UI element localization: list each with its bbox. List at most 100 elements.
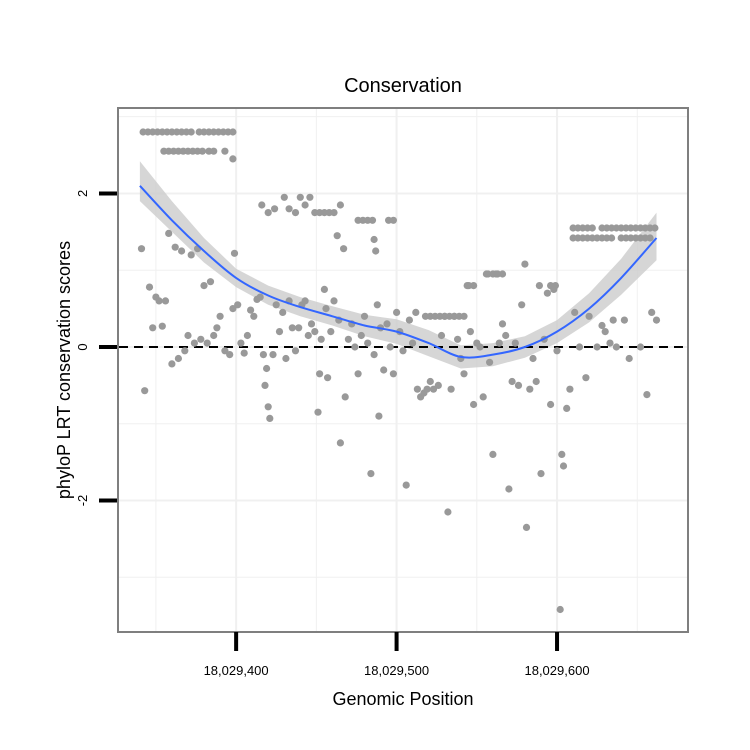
data-point [489,450,497,458]
data-point [625,354,633,363]
data-point [174,354,182,363]
data-point [285,205,293,213]
data-point [307,320,316,328]
data-point [532,377,540,386]
panel-border [117,107,689,633]
confidence-band [139,161,657,369]
data-point [370,351,378,359]
data-point [165,229,173,237]
data-point [221,147,229,155]
data-point [470,400,478,409]
data-point [582,374,590,382]
data-point [320,285,328,293]
data-point [291,209,300,217]
data-point [264,403,272,411]
data-point [447,385,455,393]
data-point [279,308,287,316]
data-point [466,328,474,336]
data-point [295,324,303,332]
data-point [243,331,251,340]
data-point [643,391,651,399]
data-point [426,377,434,386]
data-point [210,331,218,340]
data-point [588,224,596,232]
data-point [266,414,274,422]
data-point [336,439,344,447]
data-point [522,523,531,532]
data-point [301,201,309,209]
data-point [158,322,166,330]
loess-fit-line [139,185,658,359]
data-point [221,347,229,355]
data-point [375,412,383,420]
data-point [216,312,224,320]
data-point [296,193,304,201]
data-point [259,351,267,359]
data-point [412,308,420,316]
data-point [535,282,544,290]
data-point [547,400,555,409]
data-point [357,331,365,340]
data-point [556,605,564,614]
data-point [511,339,519,347]
data-point [486,358,494,366]
data-point [389,370,397,378]
x-tick-label: 18,029,400 [204,663,269,678]
data-point [230,249,239,257]
data-point [402,481,410,489]
y-tick-label: 2 [75,190,90,197]
data-point [551,282,560,290]
data-point [261,381,269,389]
data-point [367,470,375,478]
data-point [460,370,468,378]
smooth-fit-line [139,185,658,359]
data-point [476,343,484,351]
data-point [178,247,186,255]
data-point [327,328,335,336]
data-point [571,308,579,316]
data-point [280,193,288,201]
data-point [380,366,388,374]
data-point [137,245,146,253]
data-point [437,331,446,340]
data-point [141,387,149,395]
data-point [563,404,571,412]
data-point [200,282,208,290]
data-point [498,270,507,278]
data-point [646,234,654,242]
data-point [537,470,545,478]
data-point [269,351,277,359]
data-point [444,508,452,516]
y-axis-ticks: -2 0 2 [75,190,117,506]
data-point [620,316,629,324]
data-point [168,360,176,368]
x-tick-label: 18,029,600 [524,663,589,678]
chart-title: Conservation [344,75,462,97]
data-point [322,305,330,313]
data-point [149,324,157,332]
data-point [518,301,526,309]
data-point [389,216,397,224]
x-axis-label: Genomic Position [332,689,473,709]
y-tick-label: -2 [75,495,90,507]
data-point [553,347,561,355]
y-tick-label: 0 [75,343,90,350]
data-point [229,128,237,136]
data-point [354,370,362,378]
data-point [263,364,271,373]
data-point [636,343,645,351]
data-point [155,297,163,305]
data-point [454,335,462,343]
x-tick-label: 18,029,500 [364,663,429,678]
data-point [272,301,280,309]
data-point [405,316,413,324]
data-point [372,247,380,255]
data-point [301,297,309,305]
data-point [340,245,348,253]
data-point [206,278,215,286]
data-point [606,339,614,347]
data-point [264,209,272,217]
data-point [187,251,195,259]
data-point [593,343,601,351]
